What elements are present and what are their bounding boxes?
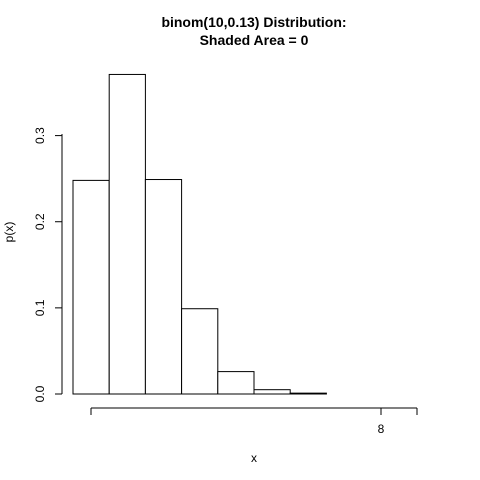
bars-group [72,73,327,395]
bar-1 [108,73,146,395]
y-tick-label-3: 0.3 [33,127,47,144]
bar-0 [72,179,110,395]
y-tick-label-2: 0.2 [33,213,47,230]
x-axis-label: x [251,451,257,465]
y-tick-label-0: 0.0 [33,385,47,402]
chart-title-line1: binom(10,0.13) Distribution: [161,14,346,30]
bar-3 [181,308,219,395]
x-axis-ticks: 8 [90,408,418,436]
y-tick-label-1: 0.1 [33,299,47,316]
x-tick-label-1: 8 [378,422,385,436]
bar-6 [289,392,327,395]
bar-4 [217,371,255,395]
chart-title-line2: Shaded Area = 0 [200,32,309,48]
y-axis-label: p(x) [2,222,16,243]
bar-2 [144,179,183,395]
y-axis-ticks: 0.0 0.1 0.2 0.3 [33,127,62,402]
bar-5 [253,389,291,395]
